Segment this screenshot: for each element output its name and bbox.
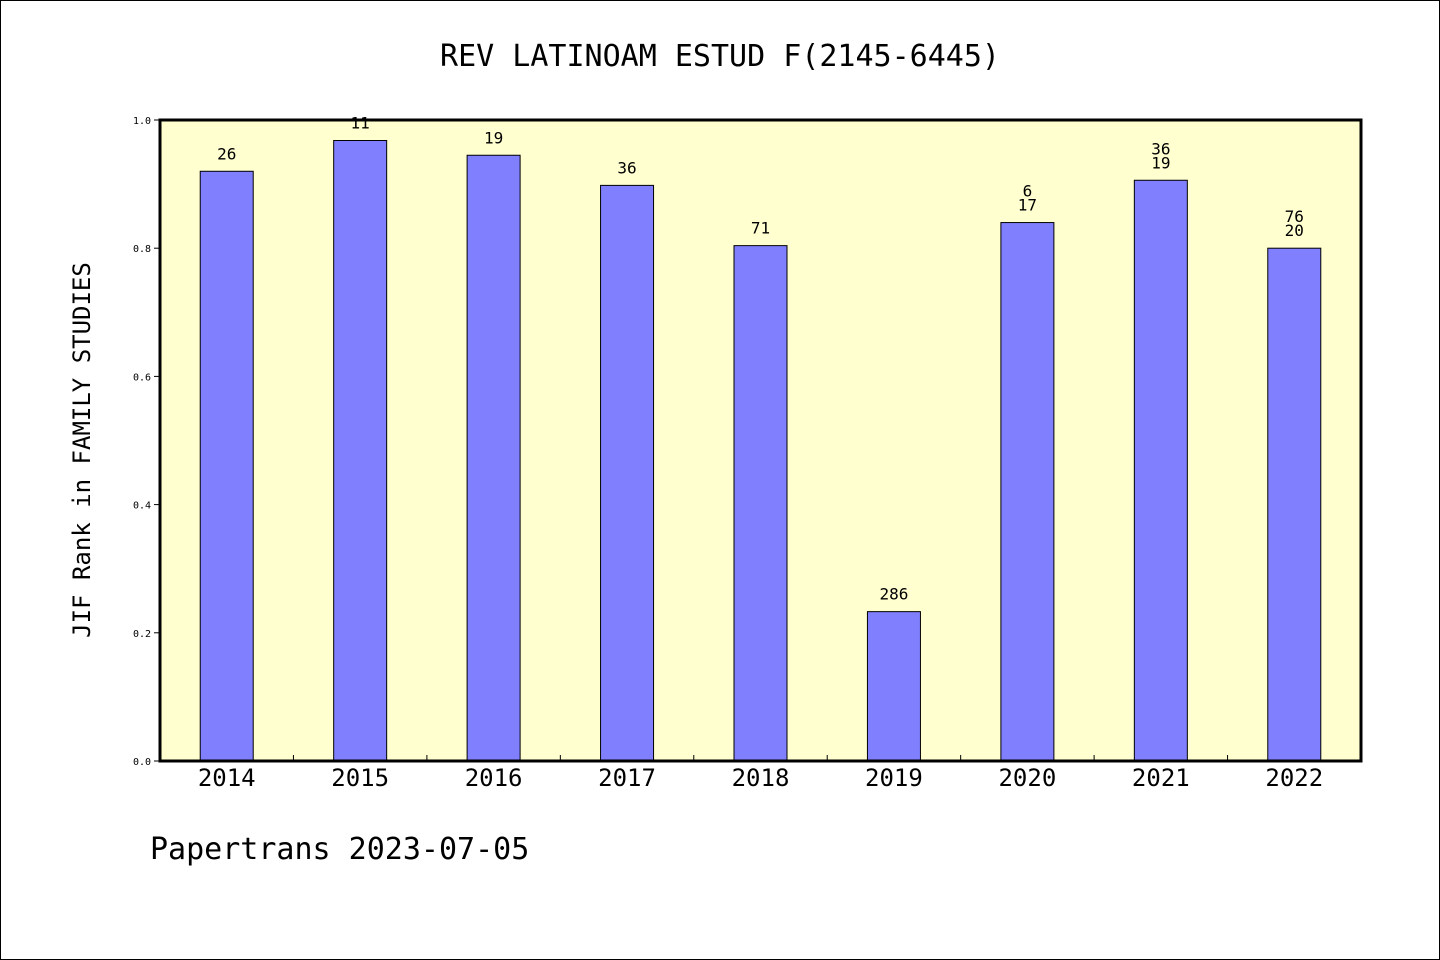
bar-data-label: 17 <box>1018 196 1037 215</box>
x-tick-label: 2022 <box>1265 764 1323 792</box>
x-tick-label: 2016 <box>465 764 523 792</box>
x-tick-label: 2019 <box>865 764 923 792</box>
bar-data-label: 20 <box>1285 221 1304 240</box>
footer-credit: Papertrans 2023-07-05 <box>150 832 530 867</box>
bar-data-label: 26 <box>217 144 236 163</box>
x-tick-label: 2020 <box>998 764 1056 792</box>
bar-2019 <box>866 611 921 762</box>
bar-data-label: 36 <box>1151 139 1170 158</box>
bar-2016 <box>466 154 521 762</box>
bar-data-label: 6 <box>1023 182 1033 201</box>
plot-border <box>158 118 1363 763</box>
x-tick-label: 2014 <box>198 764 256 792</box>
y-tick-label: 0.8 <box>133 244 151 255</box>
y-tick-label: 0.4 <box>133 501 151 512</box>
x-tick-label: 2015 <box>331 764 389 792</box>
y-tick-label: 0.6 <box>133 372 151 383</box>
y-tick-label: 0.0 <box>133 757 151 768</box>
y-tick-label: 1.0 <box>133 116 151 127</box>
x-tick-label: 2017 <box>598 764 656 792</box>
bar-series <box>199 140 1322 762</box>
bar-2014 <box>199 170 254 762</box>
bar-data-label: 36 <box>617 158 636 177</box>
bar-2018 <box>733 245 788 762</box>
y-tick-label: 0.2 <box>133 629 151 640</box>
bar-2022 <box>1267 247 1322 762</box>
bar-data-label: 19 <box>484 128 503 147</box>
bar-data-label: 76 <box>1285 207 1304 226</box>
bar-2017 <box>600 184 655 762</box>
y-axis-label: JIF Rank in FAMILY STUDIES <box>68 262 96 638</box>
x-axis: 2014 2015 2016 2017 2018 2019 2020 2021 2022 <box>198 755 1323 792</box>
bar-data-label: 11 <box>351 114 370 133</box>
x-tick-label: 2018 <box>732 764 790 792</box>
bar-data-label: 286 <box>879 585 908 604</box>
bar-2020 <box>1000 222 1055 762</box>
bar-2015 <box>333 140 388 762</box>
chart-title: REV LATINOAM ESTUD F(2145-6445) <box>440 39 1000 74</box>
bar-data-label: 19 <box>1151 153 1170 172</box>
y-axis: 0.0 0.2 0.4 0.6 0.8 1.0 <box>133 116 160 768</box>
bar-data-label: 71 <box>751 219 770 238</box>
bar-2021 <box>1133 179 1188 762</box>
x-tick-label: 2021 <box>1132 764 1190 792</box>
